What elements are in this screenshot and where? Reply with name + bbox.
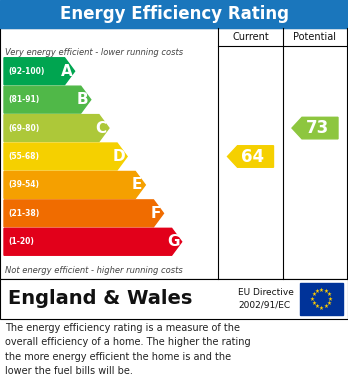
Text: The energy efficiency rating is a measure of the
overall efficiency of a home. T: The energy efficiency rating is a measur… xyxy=(5,323,251,376)
Text: D: D xyxy=(113,149,125,164)
Bar xyxy=(0,0,348,28)
Text: ★: ★ xyxy=(327,292,332,297)
Text: Very energy efficient - lower running costs: Very energy efficient - lower running co… xyxy=(5,48,183,57)
Polygon shape xyxy=(4,200,164,227)
Text: E: E xyxy=(132,178,142,192)
Bar xyxy=(300,283,343,315)
Text: EU Directive
2002/91/EC: EU Directive 2002/91/EC xyxy=(238,288,294,310)
Polygon shape xyxy=(292,117,338,139)
Text: ★: ★ xyxy=(319,287,324,292)
Polygon shape xyxy=(4,86,91,113)
Text: Current: Current xyxy=(232,32,269,42)
Text: (39-54): (39-54) xyxy=(8,180,39,189)
Text: 64: 64 xyxy=(242,147,264,165)
Text: Not energy efficient - higher running costs: Not energy efficient - higher running co… xyxy=(5,266,183,275)
Text: ★: ★ xyxy=(315,304,319,309)
Text: Energy Efficiency Rating: Energy Efficiency Rating xyxy=(60,5,288,23)
Text: F: F xyxy=(150,206,161,221)
Text: ★: ★ xyxy=(311,301,316,306)
Polygon shape xyxy=(4,143,127,170)
Text: (1-20): (1-20) xyxy=(8,237,34,246)
Text: ★: ★ xyxy=(327,301,332,306)
Text: (55-68): (55-68) xyxy=(8,152,39,161)
Text: ★: ★ xyxy=(319,305,324,310)
Text: Potential: Potential xyxy=(293,32,337,42)
Bar xyxy=(0,28,348,279)
Text: A: A xyxy=(61,64,72,79)
Text: ★: ★ xyxy=(324,304,329,309)
Text: 73: 73 xyxy=(306,119,329,137)
Text: England & Wales: England & Wales xyxy=(8,289,192,308)
Text: ★: ★ xyxy=(315,289,319,294)
Text: ★: ★ xyxy=(324,289,329,294)
Polygon shape xyxy=(4,58,74,85)
Text: G: G xyxy=(167,234,180,249)
Text: ★: ★ xyxy=(310,296,315,301)
Polygon shape xyxy=(4,172,145,198)
Polygon shape xyxy=(228,146,274,167)
Polygon shape xyxy=(4,228,182,255)
Text: ★: ★ xyxy=(311,292,316,297)
Text: B: B xyxy=(77,92,89,107)
Polygon shape xyxy=(4,115,109,142)
Text: ★: ★ xyxy=(328,296,333,301)
Text: (69-80): (69-80) xyxy=(8,124,39,133)
Text: (81-91): (81-91) xyxy=(8,95,39,104)
Text: C: C xyxy=(95,120,106,136)
Text: (21-38): (21-38) xyxy=(8,209,39,218)
Bar xyxy=(0,279,348,319)
Text: (92-100): (92-100) xyxy=(8,67,45,76)
